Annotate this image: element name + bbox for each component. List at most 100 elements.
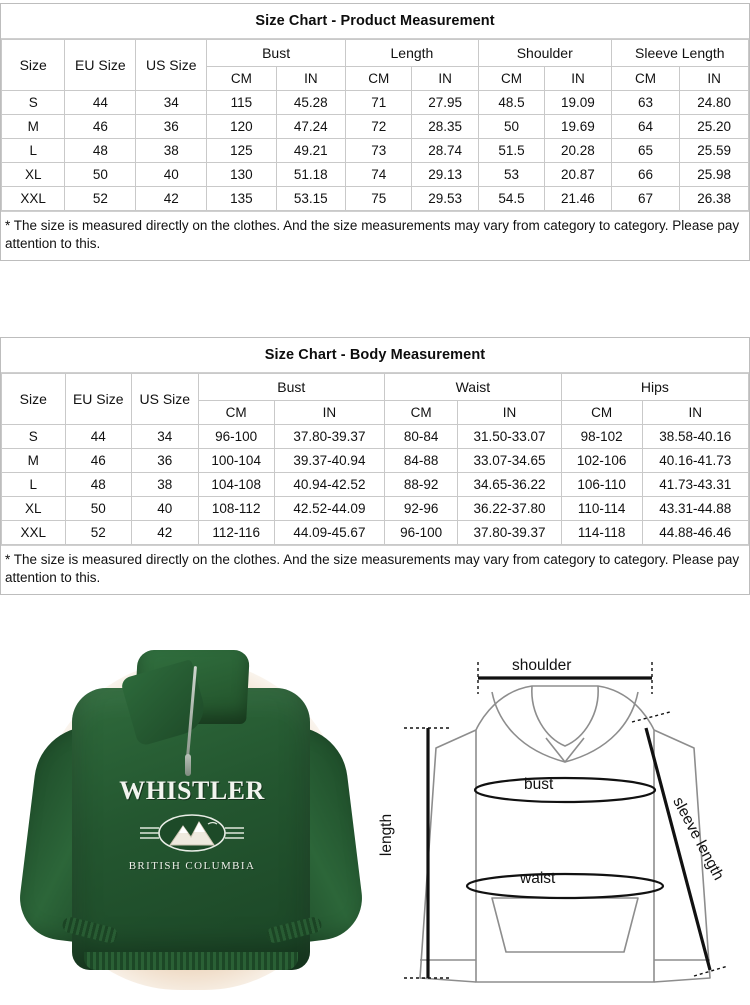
cell-bust_cm: 108-112	[198, 497, 274, 520]
cell-waist_in: 33.07-34.65	[458, 449, 561, 472]
cell-us: 40	[132, 497, 198, 520]
cell-us: 34	[132, 425, 198, 448]
cell-length_in: 27.95	[412, 91, 478, 114]
cell-shoulder_in: 21.46	[545, 187, 611, 210]
header-length-in: IN	[412, 67, 478, 90]
cell-shoulder_in: 19.09	[545, 91, 611, 114]
header-bust-cm: CM	[207, 67, 276, 90]
cell-us: 36	[136, 115, 207, 138]
cell-eu: 50	[65, 497, 132, 520]
cell-eu: 46	[65, 449, 132, 472]
cell-shoulder_cm: 50	[478, 115, 545, 138]
diagram-label-waist: waist	[520, 870, 556, 887]
cell-size: M	[2, 115, 65, 138]
cell-us: 42	[132, 521, 198, 544]
cell-length_in: 29.53	[412, 187, 478, 210]
cell-eu: 44	[65, 91, 136, 114]
header-group-sleeve-length: Sleeve Length	[611, 40, 748, 66]
cell-bust_in: 39.37-40.94	[274, 449, 385, 472]
header-bust-in: IN	[276, 67, 346, 90]
table-row: XXL 52 42 112-116 44.09-45.67 96-100 37.80-39.…	[2, 521, 748, 544]
header-eu-size: EU Size	[65, 40, 136, 90]
cell-us: 38	[132, 473, 198, 496]
header-eu-size: EU Size	[65, 374, 132, 424]
header-shoulder-in: IN	[545, 67, 611, 90]
cell-eu: 52	[65, 187, 136, 210]
cell-bust_cm: 125	[207, 139, 276, 162]
zipper-pull-icon	[185, 754, 191, 776]
cell-hips_in: 41.73-43.31	[642, 473, 748, 496]
header-group-waist: Waist	[385, 374, 561, 400]
cell-hips_cm: 110-114	[561, 497, 642, 520]
cell-bust_cm: 100-104	[198, 449, 274, 472]
diagram-label-bust: bust	[524, 776, 554, 793]
cell-shoulder_in: 19.69	[545, 115, 611, 138]
cell-bust_in: 37.80-39.37	[274, 425, 385, 448]
cell-hips_in: 44.88-46.46	[642, 521, 748, 544]
cell-sleeve_in: 25.20	[680, 115, 748, 138]
cell-size: L	[2, 139, 65, 162]
header-group-bust: Bust	[207, 40, 346, 66]
header-sleeve-cm: CM	[611, 67, 680, 90]
cell-length_cm: 71	[346, 91, 412, 114]
body-measurement-table: Size EU Size US Size Bust Waist Hips CM …	[1, 373, 749, 545]
cell-eu: 48	[65, 473, 132, 496]
product-measurement-table: Size EU Size US Size Bust Length Shoulde…	[1, 39, 749, 211]
cell-sleeve_cm: 63	[611, 91, 680, 114]
cell-size: S	[2, 425, 65, 448]
cell-sleeve_in: 24.80	[680, 91, 748, 114]
header-sleeve-in: IN	[680, 67, 748, 90]
product-measurement-card: Size Chart - Product Measurement Size EU…	[0, 3, 750, 261]
cell-bust_cm: 112-116	[198, 521, 274, 544]
cell-length_cm: 75	[346, 187, 412, 210]
body-chart-title: Size Chart - Body Measurement	[1, 338, 749, 373]
cell-sleeve_in: 26.38	[680, 187, 748, 210]
cell-bust_in: 49.21	[276, 139, 346, 162]
cell-shoulder_cm: 53	[478, 163, 545, 186]
imagery-row: WHISTLER BRITISH COLUMBIA	[0, 630, 750, 1000]
table-row: XXL 52 42 135 53.15 75 29.53 54.5 21.46 67 26.38	[2, 187, 748, 210]
cell-bust_in: 42.52-44.09	[274, 497, 385, 520]
cell-bust_in: 51.18	[276, 163, 346, 186]
measurement-diagram: shoulder bust waist length sleeve length	[378, 630, 750, 1000]
cell-hips_cm: 102-106	[561, 449, 642, 472]
table-row: XL 50 40 130 51.18 74 29.13 53 20.87 66 25.98	[2, 163, 748, 186]
table-row: S 44 34 96-100 37.80-39.37 80-84 31.50-33.07 98…	[2, 425, 748, 448]
cell-waist_cm: 92-96	[385, 497, 458, 520]
cell-bust_in: 53.15	[276, 187, 346, 210]
cell-eu: 44	[65, 425, 132, 448]
header-shoulder-cm: CM	[478, 67, 545, 90]
cell-sleeve_in: 25.59	[680, 139, 748, 162]
cell-hips_cm: 106-110	[561, 473, 642, 496]
cell-length_in: 29.13	[412, 163, 478, 186]
cell-waist_in: 34.65-36.22	[458, 473, 561, 496]
diagram-label-length: length	[378, 813, 396, 857]
header-us-size: US Size	[136, 40, 207, 90]
header-size: Size	[2, 374, 65, 424]
cell-size: XXL	[2, 187, 65, 210]
table-row: XL 50 40 108-112 42.52-44.09 92-96 36.22-37.80…	[2, 497, 748, 520]
header-waist-cm: CM	[385, 401, 458, 424]
header-waist-in: IN	[458, 401, 561, 424]
header-size: Size	[2, 40, 65, 90]
cell-sleeve_cm: 64	[611, 115, 680, 138]
cell-shoulder_cm: 51.5	[478, 139, 545, 162]
header-hips-cm: CM	[561, 401, 642, 424]
cell-bust_cm: 120	[207, 115, 276, 138]
cell-length_cm: 73	[346, 139, 412, 162]
cell-bust_in: 47.24	[276, 115, 346, 138]
header-us-size: US Size	[132, 374, 198, 424]
header-hips-in: IN	[642, 401, 748, 424]
cell-eu: 48	[65, 139, 136, 162]
cell-us: 36	[132, 449, 198, 472]
cell-length_cm: 74	[346, 163, 412, 186]
cell-hips_in: 43.31-44.88	[642, 497, 748, 520]
diagram-label-shoulder: shoulder	[512, 657, 572, 674]
cell-bust_cm: 96-100	[198, 425, 274, 448]
cell-waist_cm: 84-88	[385, 449, 458, 472]
cell-us: 40	[136, 163, 207, 186]
cell-hips_in: 40.16-41.73	[642, 449, 748, 472]
table-row: M 46 36 120 47.24 72 28.35 50 19.69 64 25.20	[2, 115, 748, 138]
table-row: S 44 34 115 45.28 71 27.95 48.5 19.09 63 24.80	[2, 91, 748, 114]
product-photo: WHISTLER BRITISH COLUMBIA	[0, 630, 380, 1000]
